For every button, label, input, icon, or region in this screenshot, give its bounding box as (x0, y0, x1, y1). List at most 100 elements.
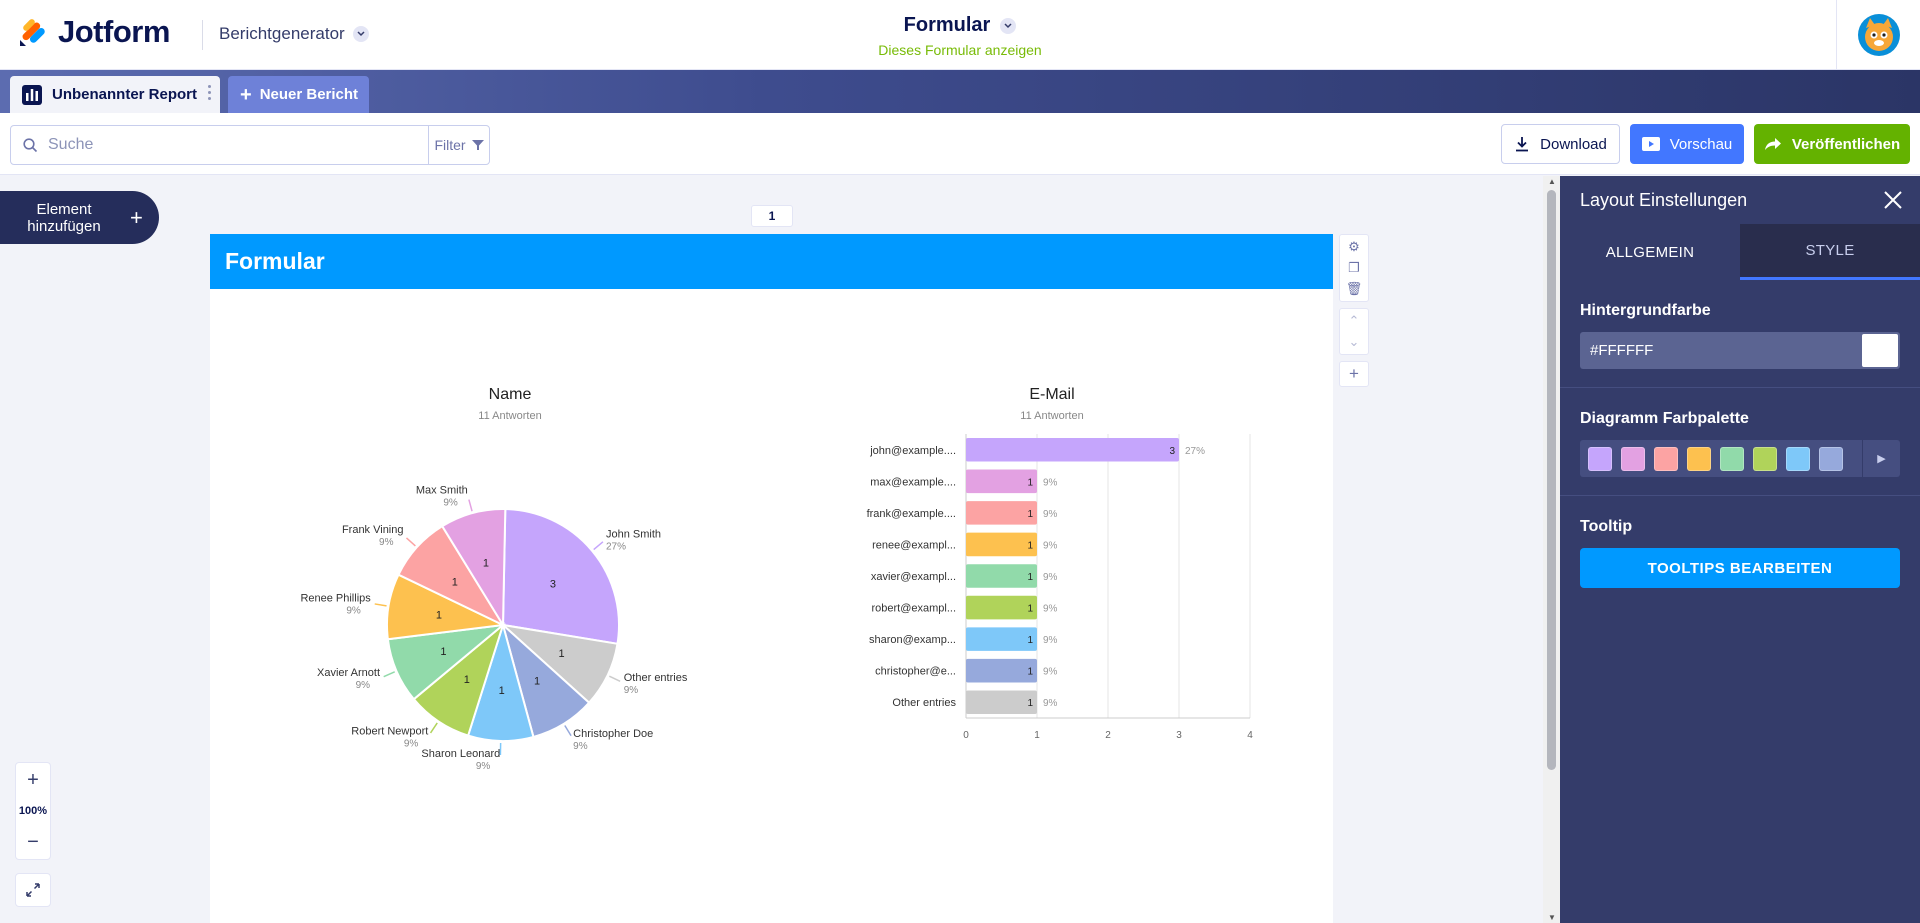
view-form-link[interactable]: Dieses Formular anzeigen (878, 42, 1042, 58)
delete-trash-icon[interactable]: 🗑 (1345, 281, 1363, 296)
more-options-icon[interactable] (208, 85, 211, 100)
background-color-value[interactable]: #FFFFFF (1590, 342, 1654, 359)
bar-percent-label: 9% (1043, 698, 1058, 709)
palette-color-2[interactable] (1621, 446, 1645, 471)
pie-leader-line (593, 541, 604, 551)
add-icon[interactable]: + (1349, 364, 1359, 383)
element-side-tools: ⚙ ❐ 🗑 ⌃ ⌄ + (1339, 234, 1369, 387)
bar-value-label: 1 (1027, 635, 1033, 646)
duplicate-icon[interactable]: ❐ (1348, 260, 1360, 275)
preview-button[interactable]: Vorschau (1630, 124, 1744, 164)
share-icon (1764, 138, 1781, 150)
pie-slice-value: 3 (550, 578, 556, 590)
bar-x-tick-label: 1 (1034, 730, 1040, 741)
palette-color-5[interactable] (1720, 446, 1744, 471)
palette-color-8[interactable] (1819, 446, 1843, 471)
palette-color-7[interactable] (1786, 446, 1810, 471)
pie-leader-line (374, 603, 387, 607)
settings-gear-icon[interactable]: ⚙ (1348, 239, 1360, 254)
edit-tooltips-button[interactable]: TOOLTIPS BEARBEITEN (1580, 548, 1900, 588)
scrollbar-thumb[interactable] (1547, 190, 1556, 770)
filter-button[interactable]: Filter (428, 126, 489, 164)
pie-slice-percent: 9% (624, 685, 639, 696)
bar-category-label: robert@exampl... (871, 603, 956, 615)
search-icon (23, 137, 38, 152)
background-color-swatch[interactable] (1862, 334, 1898, 367)
canvas-scrollbar[interactable]: ▲ ▼ (1543, 176, 1560, 923)
jotform-logo[interactable]: Jotform (18, 14, 170, 50)
background-color-label: Hintergrundfarbe (1580, 302, 1711, 319)
pie-chart-title: Name (488, 386, 532, 403)
zoom-in-button[interactable]: + (27, 768, 39, 791)
form-title[interactable]: Formular (904, 14, 1017, 37)
pie-slice-percent: 9% (379, 537, 394, 548)
bar-category-label: sharon@examp... (869, 634, 956, 646)
pie-slice-percent: 9% (573, 741, 588, 752)
bar-chart[interactable]: 0 1 2 3 4 3 27% john@example.... 1 9% max@example.… (770, 434, 1330, 854)
report-tab-bar: Unbenannter Report + Neuer Bericht (0, 70, 1920, 113)
bar-percent-label: 9% (1043, 667, 1058, 678)
bar-percent-label: 9% (1043, 477, 1058, 488)
bar-category-label: john@example.... (869, 445, 956, 457)
publish-button[interactable]: Veröffentlichen (1754, 124, 1910, 164)
add-element-button[interactable]: Element hinzufügen + (0, 191, 159, 244)
pie-slice-value: 1 (558, 648, 564, 660)
avatar[interactable] (1857, 13, 1901, 57)
tab-style[interactable]: STYLE (1740, 224, 1920, 280)
palette-color-6[interactable] (1753, 446, 1777, 471)
pie-leader-line (405, 537, 416, 547)
color-palette[interactable]: ▶ (1580, 440, 1900, 477)
report-header[interactable]: Formular (210, 234, 1333, 289)
pie-slice-value: 1 (499, 685, 505, 697)
pie-slice-percent: 9% (476, 761, 491, 772)
filter-label: Filter (434, 137, 466, 153)
pie-slice-label: John Smith (606, 528, 661, 540)
pie-slice-label: Other entries (624, 672, 688, 684)
palette-color-3[interactable] (1654, 446, 1678, 471)
zoom-out-button[interactable]: − (27, 830, 39, 853)
close-icon[interactable] (1884, 191, 1902, 209)
report-page[interactable]: Formular Name 11 Antworten E-Mail 11 Ant… (210, 234, 1333, 923)
form-title-area: Formular Dieses Formular anzeigen (0, 14, 1920, 60)
pie-slice-label: Robert Newport (351, 725, 428, 737)
pie-slice (440, 508, 507, 629)
pie-slice-percent: 9% (404, 738, 419, 749)
palette-color-1[interactable] (1588, 446, 1612, 471)
tooltip-section: Tooltip TOOLTIPS BEARBEITEN (1560, 496, 1920, 606)
zoom-control: + 100% − (15, 762, 51, 860)
tab-general[interactable]: ALLGEMEIN (1560, 224, 1740, 280)
pie-leader-line (383, 671, 396, 678)
bar-value-label: 3 (1169, 446, 1175, 457)
scroll-down-arrow-icon[interactable]: ▼ (1548, 913, 1556, 922)
tab-unbenannter-report[interactable]: Unbenannter Report (10, 76, 220, 113)
scroll-up-arrow-icon[interactable]: ▲ (1548, 177, 1556, 186)
move-down-icon[interactable]: ⌄ (1348, 334, 1360, 349)
move-up-icon[interactable]: ⌃ (1348, 313, 1360, 328)
fullscreen-button[interactable] (15, 873, 51, 907)
palette-next-icon[interactable]: ▶ (1862, 440, 1900, 477)
download-button[interactable]: Download (1501, 124, 1620, 164)
app-switcher[interactable]: Berichtgenerator (219, 24, 369, 44)
add-element-label: Element hinzufügen (0, 201, 128, 235)
play-icon (1641, 137, 1660, 151)
bar-chart-subtitle: 11 Antworten (1020, 410, 1084, 422)
zoom-level: 100% (18, 805, 48, 817)
divider (202, 20, 203, 50)
background-color-picker[interactable]: #FFFFFF (1580, 332, 1900, 369)
bar-value-label: 1 (1027, 540, 1033, 551)
move-actions: ⌃ ⌄ (1339, 308, 1369, 355)
tab-label: Unbenannter Report (52, 86, 198, 103)
new-report-button[interactable]: + Neuer Bericht (228, 76, 369, 113)
search-input[interactable] (48, 136, 428, 154)
bar-category-label: frank@example.... (867, 508, 956, 520)
report-canvas: Element hinzufügen + 1 Formular Name 11 A… (0, 176, 1560, 923)
palette-color-4[interactable] (1687, 446, 1711, 471)
bar (966, 501, 1037, 525)
pie-slice-percent: 9% (346, 605, 361, 616)
pie-slice-label: Frank Vining (342, 524, 404, 536)
page-number[interactable]: 1 (751, 205, 793, 227)
pie-slice-value: 1 (440, 646, 446, 658)
bar-value-label: 1 (1027, 698, 1033, 709)
bar-value-label: 1 (1027, 509, 1033, 520)
